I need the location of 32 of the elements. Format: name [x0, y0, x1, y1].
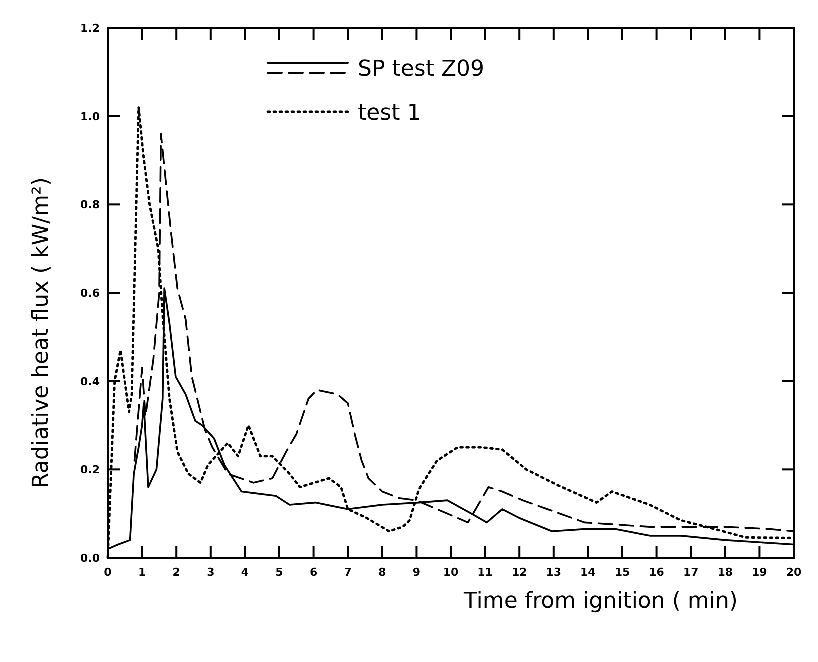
x-tick-label: 17	[683, 566, 699, 579]
legend-label: test 1	[358, 101, 422, 126]
legend-label: SP test Z09	[358, 57, 485, 82]
x-tick-label: 8	[378, 566, 386, 579]
y-tick-label: 0.2	[80, 464, 100, 477]
x-tick-label: 12	[512, 566, 528, 579]
y-tick-label: 0.6	[80, 287, 100, 300]
x-tick-label: 6	[310, 566, 318, 579]
x-axis-title: Time from ignition ( min)	[463, 589, 738, 614]
x-tick-label: 15	[614, 566, 630, 579]
x-tick-label: 5	[276, 566, 284, 579]
y-tick-label: 1.2	[80, 22, 100, 35]
x-tick-label: 13	[546, 566, 562, 579]
x-tick-label: 14	[580, 566, 596, 579]
x-tick-label: 1	[138, 566, 146, 579]
y-tick-label: 0.0	[80, 552, 100, 565]
x-tick-label: 2	[172, 566, 180, 579]
x-tick-label: 3	[207, 566, 215, 579]
x-tick-label: 9	[412, 566, 421, 579]
x-tick-label: 4	[241, 566, 250, 579]
y-axis-title: Radiative heat flux ( kW/m²)	[29, 178, 54, 488]
x-tick-label: 0	[104, 566, 112, 579]
x-tick-label: 20	[786, 566, 802, 579]
x-tick-label: 11	[478, 566, 493, 579]
y-tick-label: 0.4	[80, 375, 100, 388]
x-tick-label: 7	[344, 566, 352, 579]
x-tick-label: 10	[443, 566, 459, 579]
x-tick-label: 18	[718, 566, 734, 579]
y-tick-label: 1.0	[80, 110, 100, 124]
y-tick-label: 0.8	[80, 198, 100, 212]
x-tick-label: 19	[752, 566, 768, 579]
x-tick-label: 16	[649, 566, 665, 579]
